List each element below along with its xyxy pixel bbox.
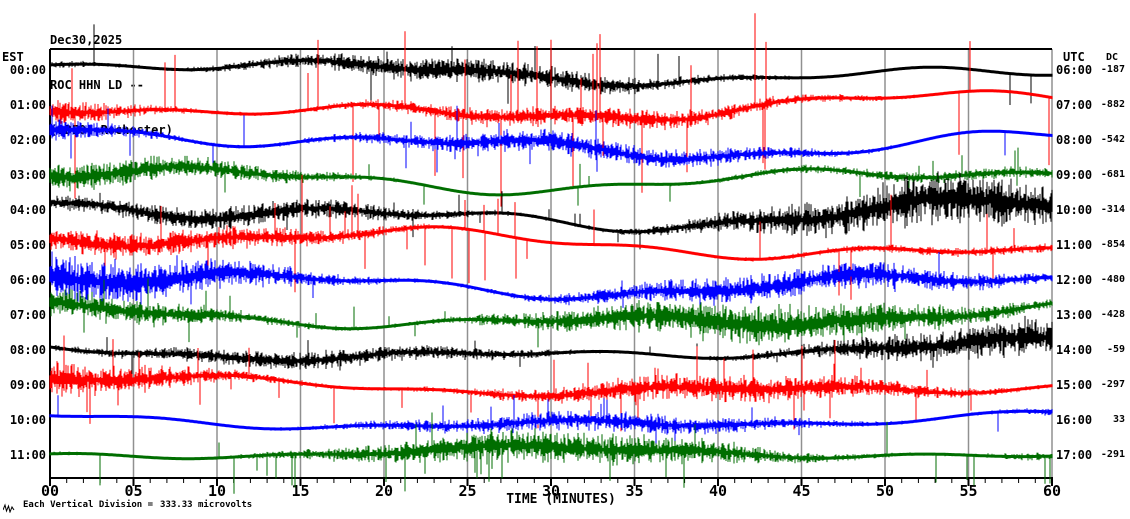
x-tick-label-35: 35 (625, 482, 644, 500)
utc-time-label: 16:00 (1056, 413, 1093, 427)
est-time-label: 03:00 (9, 168, 46, 182)
est-time-label: 06:00 (9, 273, 46, 287)
x-tick-label-30: 30 (541, 482, 561, 500)
x-tick-label-50: 50 (875, 482, 895, 500)
utc-time-label: 17:00 (1056, 448, 1093, 462)
dc-offset-value: -314 (1100, 204, 1125, 215)
dc-offset-value: -59 (1106, 344, 1125, 355)
x-tick-label-55: 55 (959, 482, 978, 500)
seismogram-trace-0200-est (49, 105, 1053, 173)
est-time-label: 05:00 (9, 238, 46, 252)
x-tick-label-45: 45 (792, 482, 811, 500)
est-time-label: 11:00 (9, 448, 46, 462)
utc-time-label: 11:00 (1056, 238, 1093, 252)
seismogram-trace-0600-est (49, 251, 1053, 315)
utc-time-label: 10:00 (1056, 203, 1093, 217)
seismogram-trace-0300-est (49, 147, 1053, 206)
x-tick-label-05: 05 (124, 482, 143, 500)
x-tick-label-15: 15 (291, 482, 310, 500)
est-time-label: 00:00 (9, 63, 46, 77)
left-axis-title: EST (2, 50, 24, 64)
dc-offset-value: 33 (1112, 414, 1125, 425)
seismogram-trace-0900-est (49, 335, 1053, 432)
dc-offset-value: -428 (1100, 309, 1125, 320)
header-date: Dec30,2025 (50, 33, 123, 47)
seismogram-trace-0100-est (49, 13, 1053, 207)
dc-offset-value: -297 (1100, 379, 1125, 390)
dc-offset-value: -542 (1100, 134, 1125, 145)
footer-scale-note: Each Vertical Division = 333.33 microvol… (3, 500, 252, 513)
dc-offset-value: -480 (1100, 274, 1125, 285)
dc-offset-value: -681 (1100, 169, 1125, 180)
seismogram-trace-1100-est (49, 412, 1053, 494)
dc-axis-title: DC (1105, 52, 1118, 63)
utc-time-label: 08:00 (1056, 133, 1093, 147)
x-tick-label-25: 25 (458, 482, 477, 500)
seismic-wiggle-icon (3, 503, 15, 513)
est-time-label: 02:00 (9, 133, 46, 147)
utc-time-label: 13:00 (1056, 308, 1093, 322)
seismogram-trace-0700-est (49, 278, 1053, 351)
seismogram-trace-0800-est (49, 315, 1053, 375)
dc-offset-value: -187 (1100, 64, 1125, 75)
x-tick-label-60: 60 (1042, 482, 1062, 500)
x-axis-title: TIME (MINUTES) (506, 492, 616, 507)
utc-time-label: 12:00 (1056, 273, 1093, 287)
dc-offset-value: -854 (1100, 239, 1125, 250)
x-tick-label-20: 20 (374, 482, 394, 500)
scale-value: 333.33 microvolts (160, 500, 253, 510)
right-axis-title: UTC (1063, 50, 1085, 64)
header-station: ROC HHN LD -- (50, 78, 144, 92)
utc-time-label: 06:00 (1056, 63, 1093, 77)
est-time-label: 10:00 (9, 413, 46, 427)
seismogram-trace-0000-est (49, 24, 1053, 105)
est-time-label: 09:00 (9, 378, 46, 392)
utc-time-label: 09:00 (1056, 168, 1093, 182)
x-tick-label-40: 40 (708, 482, 728, 500)
utc-time-label: 14:00 (1056, 343, 1093, 357)
est-time-label: 08:00 (9, 343, 46, 357)
seismogram-trace-1000-est (49, 395, 1053, 447)
utc-time-label: 07:00 (1056, 98, 1093, 112)
est-time-label: 04:00 (9, 203, 46, 217)
scale-label: Each Vertical Division = (23, 500, 154, 510)
est-time-label: 07:00 (9, 308, 46, 322)
dc-offset-value: -882 (1100, 99, 1125, 110)
x-tick-label-00: 00 (40, 482, 60, 500)
utc-time-label: 15:00 (1056, 378, 1093, 392)
x-tick-label-10: 10 (207, 482, 227, 500)
dc-offset-value: -291 (1100, 449, 1125, 460)
seismogram-trace-0500-est (49, 174, 1053, 300)
est-time-label: 01:00 (9, 98, 46, 112)
